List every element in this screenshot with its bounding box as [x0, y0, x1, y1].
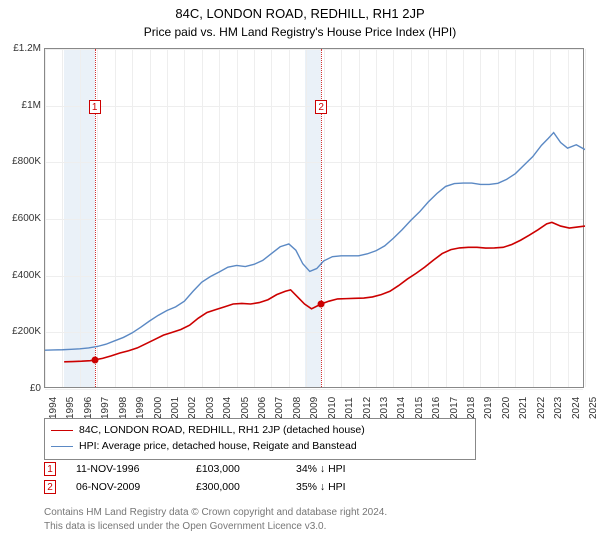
y-tick-label: £1M: [1, 100, 41, 111]
y-tick-label: £800K: [1, 156, 41, 167]
legend-swatch: [51, 430, 73, 431]
gridline-h: [45, 389, 583, 390]
x-tick-label: 2017: [449, 397, 460, 419]
x-tick-label: 2008: [292, 397, 303, 419]
legend-label: 84C, LONDON ROAD, REDHILL, RH1 2JP (deta…: [79, 423, 365, 439]
x-tick-label: 2002: [187, 397, 198, 419]
chart-plot-area: £0£200K£400K£600K£800K£1M£1.2M1994199519…: [44, 48, 584, 388]
x-tick-label: 2022: [536, 397, 547, 419]
x-tick-label: 2016: [431, 397, 442, 419]
series-hpi: [45, 133, 585, 351]
sale-marker-dot: [91, 356, 98, 363]
x-tick-label: 2021: [518, 397, 529, 419]
sale-marker-box: 2: [315, 100, 327, 114]
x-tick-label: 2014: [396, 397, 407, 419]
x-tick-label: 2020: [501, 397, 512, 419]
chart-subtitle: Price paid vs. HM Land Registry's House …: [0, 21, 600, 39]
sale-hpi: 35% ↓ HPI: [296, 481, 376, 493]
sale-marker-box: 1: [89, 100, 101, 114]
legend-row: 84C, LONDON ROAD, REDHILL, RH1 2JP (deta…: [51, 423, 469, 439]
x-tick-label: 2003: [205, 397, 216, 419]
sale-date: 06-NOV-2009: [76, 481, 176, 493]
x-tick-label: 2013: [379, 397, 390, 419]
footer-line: Contains HM Land Registry data © Crown c…: [44, 506, 584, 520]
footer-attribution: Contains HM Land Registry data © Crown c…: [44, 506, 584, 533]
x-tick-label: 2001: [170, 397, 181, 419]
x-tick-label: 1997: [100, 397, 111, 419]
sales-table: 1 11-NOV-1996 £103,000 34% ↓ HPI 2 06-NOV-200…: [44, 460, 584, 496]
y-tick-label: £1.2M: [1, 43, 41, 54]
x-tick-label: 2023: [553, 397, 564, 419]
x-tick-label: 2005: [240, 397, 251, 419]
sale-num-box: 2: [44, 480, 56, 494]
legend-box: 84C, LONDON ROAD, REDHILL, RH1 2JP (deta…: [44, 418, 476, 460]
x-tick-label: 2019: [483, 397, 494, 419]
x-tick-label: 1998: [118, 397, 129, 419]
x-tick-label: 1995: [65, 397, 76, 419]
legend-label: HPI: Average price, detached house, Reig…: [79, 439, 357, 455]
series-prop: [64, 222, 585, 361]
legend-row: HPI: Average price, detached house, Reig…: [51, 439, 469, 455]
x-tick-label: 1994: [48, 397, 59, 419]
x-tick-label: 2024: [571, 397, 582, 419]
y-tick-label: £600K: [1, 213, 41, 224]
y-tick-label: £0: [1, 383, 41, 394]
sale-marker-dot: [318, 301, 325, 308]
footer-line: This data is licensed under the Open Gov…: [44, 520, 584, 534]
x-tick-label: 2025: [588, 397, 599, 419]
x-tick-label: 2004: [222, 397, 233, 419]
x-tick-label: 2011: [344, 397, 355, 419]
sale-price: £103,000: [196, 463, 276, 475]
x-tick-label: 2007: [274, 397, 285, 419]
sale-num-box: 1: [44, 462, 56, 476]
gridline-v: [585, 49, 586, 387]
x-tick-label: 2012: [362, 397, 373, 419]
x-tick-label: 2010: [327, 397, 338, 419]
sale-row: 1 11-NOV-1996 £103,000 34% ↓ HPI: [44, 460, 584, 478]
x-tick-label: 2018: [466, 397, 477, 419]
x-tick-label: 1999: [135, 397, 146, 419]
chart-title: 84C, LONDON ROAD, REDHILL, RH1 2JP: [0, 0, 600, 21]
legend-swatch: [51, 446, 73, 447]
y-tick-label: £200K: [1, 326, 41, 337]
y-tick-label: £400K: [1, 270, 41, 281]
x-tick-label: 2006: [257, 397, 268, 419]
sale-hpi: 34% ↓ HPI: [296, 463, 376, 475]
x-tick-label: 2015: [414, 397, 425, 419]
sale-date: 11-NOV-1996: [76, 463, 176, 475]
sale-row: 2 06-NOV-2009 £300,000 35% ↓ HPI: [44, 478, 584, 496]
x-tick-label: 1996: [83, 397, 94, 419]
sale-price: £300,000: [196, 481, 276, 493]
x-tick-label: 2009: [309, 397, 320, 419]
x-tick-label: 2000: [153, 397, 164, 419]
figure: 84C, LONDON ROAD, REDHILL, RH1 2JP Price…: [0, 0, 600, 560]
